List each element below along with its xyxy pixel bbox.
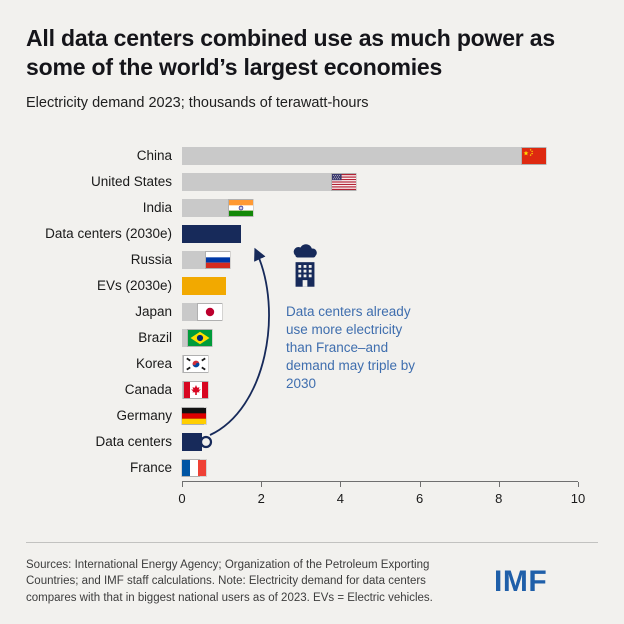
x-tick	[578, 481, 579, 487]
bar-label: Korea	[135, 356, 172, 371]
bar-label: China	[136, 148, 172, 163]
bar-label: Russia	[130, 252, 172, 267]
bar-label: Data centers (2030e)	[45, 226, 172, 241]
bar-track	[182, 354, 578, 373]
bar	[182, 432, 202, 451]
bar-row-united-states: United States	[26, 169, 598, 195]
japan-flag-icon	[197, 303, 222, 320]
us-flag-icon	[332, 173, 357, 190]
bar-label: Data centers	[95, 434, 172, 449]
bar-row-korea: Korea	[26, 351, 598, 377]
bar-track	[182, 328, 578, 347]
annotation-text: Data centers already use more electricit…	[286, 303, 416, 392]
france-flag-icon	[182, 459, 206, 476]
bar-track	[182, 224, 578, 243]
russia-flag-icon	[205, 251, 230, 268]
data-center-icon	[288, 243, 322, 287]
imf-logo: IMF	[494, 564, 548, 598]
chart-rows: China United States India Data centers (203…	[26, 143, 598, 481]
bar-label: Japan	[135, 304, 172, 319]
chart-subtitle: Electricity demand 2023; thousands of te…	[26, 94, 369, 111]
bar-row-france: France	[26, 455, 598, 481]
footer: Sources: International Energy Agency; Or…	[26, 542, 598, 624]
bar-label: India	[142, 200, 172, 215]
bar	[182, 276, 226, 295]
page-title: All data centers combined use as much po…	[26, 25, 555, 80]
bar-label: Brazil	[138, 330, 172, 345]
bar-track	[182, 458, 578, 477]
korea-flag-icon	[183, 355, 208, 372]
x-tick-label: 10	[570, 490, 586, 506]
x-tick	[419, 481, 421, 487]
bar-row-india: India	[26, 195, 598, 221]
x-tick-label: 2	[257, 490, 265, 506]
bar-label: Canada	[124, 382, 172, 397]
bar-label: France	[129, 460, 172, 475]
bar-track	[182, 380, 578, 399]
bar-label: Germany	[116, 408, 172, 423]
x-tick-label: 4	[336, 490, 345, 506]
canada-flag-icon	[183, 381, 208, 398]
bar-track	[182, 432, 578, 451]
x-tick-label: 0	[178, 490, 186, 506]
bar-chart: China United States India Data centers (203…	[26, 143, 598, 511]
x-tick	[498, 481, 500, 487]
bar-row-china: China	[26, 143, 598, 169]
x-tick-label: 6	[415, 490, 424, 506]
x-axis: 0 2 4 6 8 10	[178, 480, 585, 511]
bar-track	[182, 276, 578, 295]
bar-label: United States	[90, 174, 172, 189]
x-tick	[182, 481, 183, 487]
x-tick	[261, 481, 263, 487]
bar-track	[182, 172, 578, 191]
india-flag-icon	[229, 199, 254, 216]
bar-row-canada: Canada	[26, 377, 598, 403]
brazil-flag-icon	[187, 329, 212, 346]
bar-row-data-centers-2030e: Data centers (2030e)	[26, 221, 598, 247]
bar-row-germany: Germany	[26, 403, 598, 429]
bar-track	[182, 406, 578, 425]
source-note: Sources: International Energy Agency; Or…	[26, 559, 433, 604]
x-tick-label: 8	[495, 490, 503, 506]
bar	[182, 146, 547, 165]
bar	[182, 224, 242, 243]
bar-track	[182, 146, 578, 165]
bar-row-data-centers: Data centers	[26, 429, 598, 455]
china-flag-icon	[522, 147, 547, 164]
germany-flag-icon	[182, 407, 206, 424]
bar-track	[182, 198, 578, 217]
bar-track	[182, 250, 578, 269]
bar	[182, 172, 357, 191]
x-tick	[340, 481, 342, 487]
bar-label: EVs (2030e)	[96, 278, 172, 293]
bar-row-brazil: Brazil	[26, 325, 598, 351]
